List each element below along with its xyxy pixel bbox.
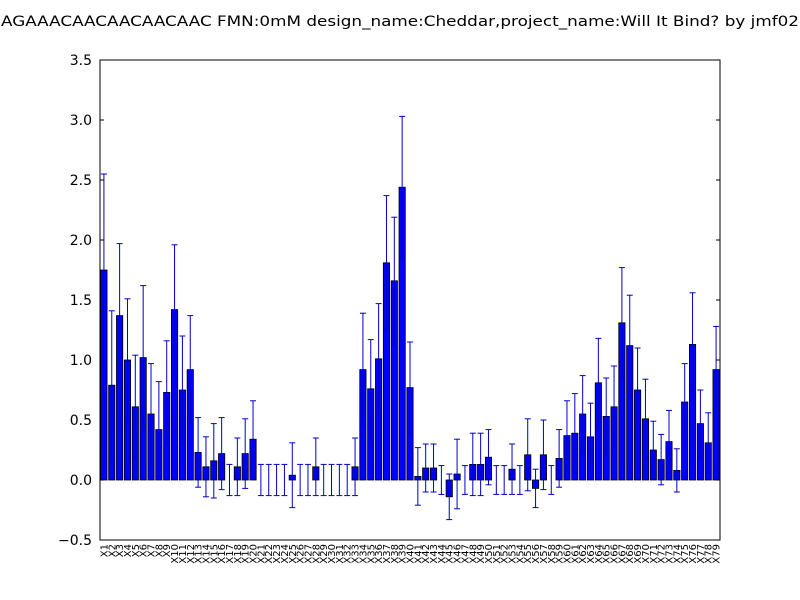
x-tick-label: X40 xyxy=(406,544,417,564)
x-tick-label: X79 xyxy=(712,544,723,564)
x-tick-label: X8 xyxy=(154,544,165,557)
x-tick-label: X9 xyxy=(162,544,173,557)
y-tick-label: 1.5 xyxy=(70,293,92,309)
x-tick-label: X71 xyxy=(649,544,660,564)
x-tick-label: X10 xyxy=(170,544,181,564)
x-tick-label: X51 xyxy=(492,544,503,564)
x-tick-label: X5 xyxy=(131,544,142,557)
x-tick-label: X39 xyxy=(398,544,409,564)
x-tick-label: X15 xyxy=(209,544,220,564)
x-tick-label: X59 xyxy=(555,544,566,564)
x-tick-label: X38 xyxy=(390,544,401,564)
x-tick-label: X30 xyxy=(327,544,338,564)
x-tick-label: X12 xyxy=(186,544,197,564)
x-tick-label: X68 xyxy=(625,544,636,564)
x-tick-label: X16 xyxy=(217,544,228,564)
x-tick-label: X31 xyxy=(335,544,346,564)
x-tick-label: X36 xyxy=(374,544,385,564)
x-tick-label: X55 xyxy=(523,544,534,564)
x-tick-label: X26 xyxy=(296,544,307,564)
x-tick-label: X65 xyxy=(602,544,613,564)
x-tick-label: X34 xyxy=(358,544,369,564)
x-tick-label: X6 xyxy=(139,544,150,557)
x-tick-label: X19 xyxy=(241,544,252,564)
x-tick-label: X27 xyxy=(303,544,314,564)
x-tick-label: X20 xyxy=(249,544,260,564)
y-tick-label: 3.0 xyxy=(70,113,92,129)
x-tick-label: X49 xyxy=(476,544,487,564)
x-tick-label: X2 xyxy=(107,544,118,557)
x-tick-label: X50 xyxy=(484,544,495,564)
y-tick-label: 2.5 xyxy=(70,173,92,189)
x-tick-label: X29 xyxy=(319,544,330,564)
chart-title: AGAAACAACAACAACAAC FMN:0mM design_name:C… xyxy=(1,14,799,30)
x-tick-label: X37 xyxy=(382,544,393,564)
x-tick-label: X18 xyxy=(233,544,244,564)
x-tick-label: X32 xyxy=(343,544,354,564)
x-tick-label: X76 xyxy=(688,544,699,564)
x-tick-label: X72 xyxy=(657,544,668,564)
x-tick-label: X47 xyxy=(460,544,471,564)
x-tick-label: X21 xyxy=(256,544,267,564)
x-tick-label: X58 xyxy=(547,544,558,564)
x-tick-label: X22 xyxy=(264,544,275,564)
x-tick-label: X42 xyxy=(421,544,432,564)
x-tick-label: X53 xyxy=(508,544,519,564)
y-tick-label: 0.0 xyxy=(70,473,92,489)
x-tick-label: X35 xyxy=(366,544,377,564)
x-tick-label: X63 xyxy=(586,544,597,564)
x-tick-label: X44 xyxy=(437,544,448,564)
x-tick-label: X77 xyxy=(696,544,707,564)
x-tick-label: X23 xyxy=(272,544,283,564)
x-tick-label: X46 xyxy=(453,544,464,564)
x-tick-label: X66 xyxy=(610,544,621,564)
y-tick-label: 0.5 xyxy=(70,413,92,429)
x-tick-label: X11 xyxy=(178,544,189,564)
x-tick-label: X56 xyxy=(531,544,542,564)
x-tick-label: X73 xyxy=(664,544,675,564)
x-tick-label: X57 xyxy=(539,544,550,564)
x-tick-label: X70 xyxy=(641,544,652,564)
x-tick-label: X67 xyxy=(617,544,628,564)
x-tick-label: X33 xyxy=(351,544,362,564)
x-tick-label: X41 xyxy=(413,544,424,564)
x-tick-label: X45 xyxy=(445,544,456,564)
x-tick-label: X52 xyxy=(500,544,511,564)
x-tick-label: X48 xyxy=(468,544,479,564)
x-tick-label: X14 xyxy=(201,544,212,564)
x-tick-label: X7 xyxy=(147,544,158,557)
x-tick-label: X17 xyxy=(225,544,236,564)
x-tick-label: X1 xyxy=(99,544,110,557)
x-tick-label: X74 xyxy=(672,544,683,564)
x-tick-label: X4 xyxy=(123,544,134,557)
x-tick-label: X75 xyxy=(680,544,691,564)
x-tick-label: X24 xyxy=(280,544,291,564)
x-tick-label: X64 xyxy=(594,544,605,564)
y-tick-label: 1.0 xyxy=(70,353,92,369)
x-tick-label: X25 xyxy=(288,544,299,564)
x-tick-label: X60 xyxy=(562,544,573,564)
y-tick-label: −0.5 xyxy=(58,533,92,549)
x-tick-label: X43 xyxy=(429,544,440,564)
x-tick-label: X13 xyxy=(194,544,205,564)
x-tick-label: X3 xyxy=(115,544,126,557)
y-tick-label: 2.0 xyxy=(70,233,92,249)
x-tick-label: X69 xyxy=(633,544,644,564)
x-tick-label: X78 xyxy=(704,544,715,564)
x-tick-label: X54 xyxy=(515,544,526,564)
x-tick-label: X62 xyxy=(578,544,589,564)
y-tick-label: 3.5 xyxy=(70,53,92,69)
x-tick-label: X61 xyxy=(570,544,581,564)
x-tick-label: X28 xyxy=(311,544,322,564)
plot-frame xyxy=(99,59,721,541)
